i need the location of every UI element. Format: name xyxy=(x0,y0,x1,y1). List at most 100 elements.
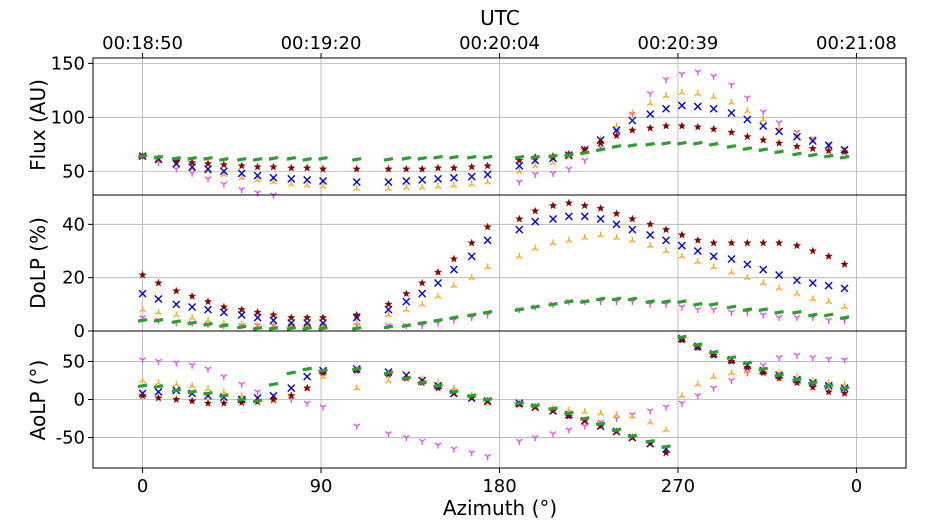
dolp-darkred-point xyxy=(760,239,767,246)
flux-green-point xyxy=(319,158,328,160)
flux-blue-point xyxy=(353,179,360,186)
dolp-orange-point xyxy=(826,298,832,304)
dolp-green-point xyxy=(449,317,458,319)
aolp-ytick-label: 50 xyxy=(62,351,85,372)
dolp-blue-point xyxy=(468,253,475,260)
flux-orange-point xyxy=(679,89,685,95)
flux-green-point xyxy=(287,158,296,160)
flux-green-point xyxy=(596,149,605,151)
flux-green-point xyxy=(154,156,163,158)
flux-magenta-point xyxy=(532,172,538,178)
dolp-green-point xyxy=(204,324,213,326)
dolp-green-point xyxy=(727,306,736,308)
flux-darkred-point xyxy=(238,162,245,169)
flux-blue-point xyxy=(419,176,426,183)
flux-orange-point xyxy=(729,99,735,105)
aolp-magenta-point xyxy=(485,454,491,460)
flux-green-point xyxy=(677,142,686,144)
aolp-green-point xyxy=(727,357,736,359)
aolp-green-point xyxy=(269,383,278,385)
flux-green-point xyxy=(515,156,524,158)
aolp-green-point xyxy=(759,368,768,370)
aolp-green-point xyxy=(384,372,393,374)
aolp-green-point xyxy=(352,368,361,370)
dolp-blue-point xyxy=(629,226,636,233)
flux-green-point xyxy=(709,143,718,145)
dolp-darkred-point xyxy=(678,231,685,238)
aolp-green-point xyxy=(287,372,296,374)
aolp-magenta-point xyxy=(469,451,475,457)
flux-orange-point xyxy=(760,116,766,122)
dolp-green-point xyxy=(662,301,671,303)
dolp-blue-point xyxy=(597,216,604,223)
flux-darkred-point xyxy=(710,125,717,132)
dolp-darkred-point xyxy=(710,239,717,246)
dolp-blue-point xyxy=(189,304,196,311)
flux-blue-point xyxy=(450,174,457,181)
dolp-green-point xyxy=(759,309,768,311)
aolp-orange-point xyxy=(354,385,360,391)
aolp-green-point xyxy=(612,429,621,431)
flux-blue-point xyxy=(385,179,392,186)
aolp-green-point xyxy=(677,336,686,338)
dolp-blue-point xyxy=(744,261,751,268)
dolp-blue-point xyxy=(710,253,717,260)
top-tick-label: 00:21:08 xyxy=(816,33,897,54)
flux-green-point xyxy=(775,151,784,153)
dolp-blue-point xyxy=(678,242,685,249)
flux-ytick-label: 100 xyxy=(51,107,85,128)
dolp-blue-point xyxy=(238,312,245,319)
dolp-blue-point xyxy=(450,266,457,273)
aolp-darkred-point xyxy=(663,449,670,456)
dolp-green-point xyxy=(287,328,296,330)
aolp-magenta-point xyxy=(451,447,457,453)
flux-blue-point xyxy=(710,105,717,112)
aolp-green-point xyxy=(792,379,801,381)
flux-blue-point xyxy=(678,102,685,109)
aolp-orange-point xyxy=(189,382,195,388)
dolp-darkred-point xyxy=(434,269,441,276)
flux-darkred-point xyxy=(288,164,295,171)
x-tick-label: 180 xyxy=(482,476,516,497)
dolp-orange-point xyxy=(189,314,195,320)
flux-green-point xyxy=(418,158,427,160)
dolp-darkred-point xyxy=(841,261,848,268)
flux-darkred-point xyxy=(678,122,685,129)
flux-magenta-point xyxy=(760,110,766,116)
aolp-green-point xyxy=(449,391,458,393)
flux-magenta-point xyxy=(729,83,735,89)
dolp-darkred-point xyxy=(613,210,620,217)
flux-green-point xyxy=(662,142,671,144)
dolp-green-point xyxy=(402,325,411,327)
dolp-green-point xyxy=(483,312,492,314)
flux-green-point xyxy=(449,156,458,158)
aolp-magenta-point xyxy=(239,382,245,388)
flux-darkred-point xyxy=(629,127,636,134)
dolp-darkred-point xyxy=(173,287,180,294)
flux-darkred-point xyxy=(304,164,311,171)
dolp-orange-point xyxy=(469,274,475,280)
flux-green-point xyxy=(269,158,278,160)
dolp-green-point xyxy=(693,304,702,306)
flux-magenta-point xyxy=(221,182,227,188)
aolp-green-point xyxy=(808,382,817,384)
aolp-green-point xyxy=(483,399,492,401)
flux-green-point xyxy=(253,159,262,161)
dolp-darkred-point xyxy=(629,215,636,222)
flux-green-point xyxy=(743,148,752,150)
aolp-green-point xyxy=(840,387,849,389)
aolp-magenta-point xyxy=(711,386,717,392)
flux-green-point xyxy=(727,146,736,148)
aolp-green-point xyxy=(253,400,262,402)
x-tick-label: 0 xyxy=(851,476,862,497)
flux-darkred-point xyxy=(450,164,457,171)
flux-darkred-point xyxy=(270,163,277,170)
aolp-orange-point xyxy=(582,408,588,414)
dolp-green-point xyxy=(743,309,752,311)
flux-darkred-point xyxy=(728,129,735,136)
dolp-darkred-point xyxy=(450,255,457,262)
flux-darkred-point xyxy=(220,161,227,168)
dolp-green-point xyxy=(172,321,181,323)
aolp-green-point xyxy=(237,399,246,401)
